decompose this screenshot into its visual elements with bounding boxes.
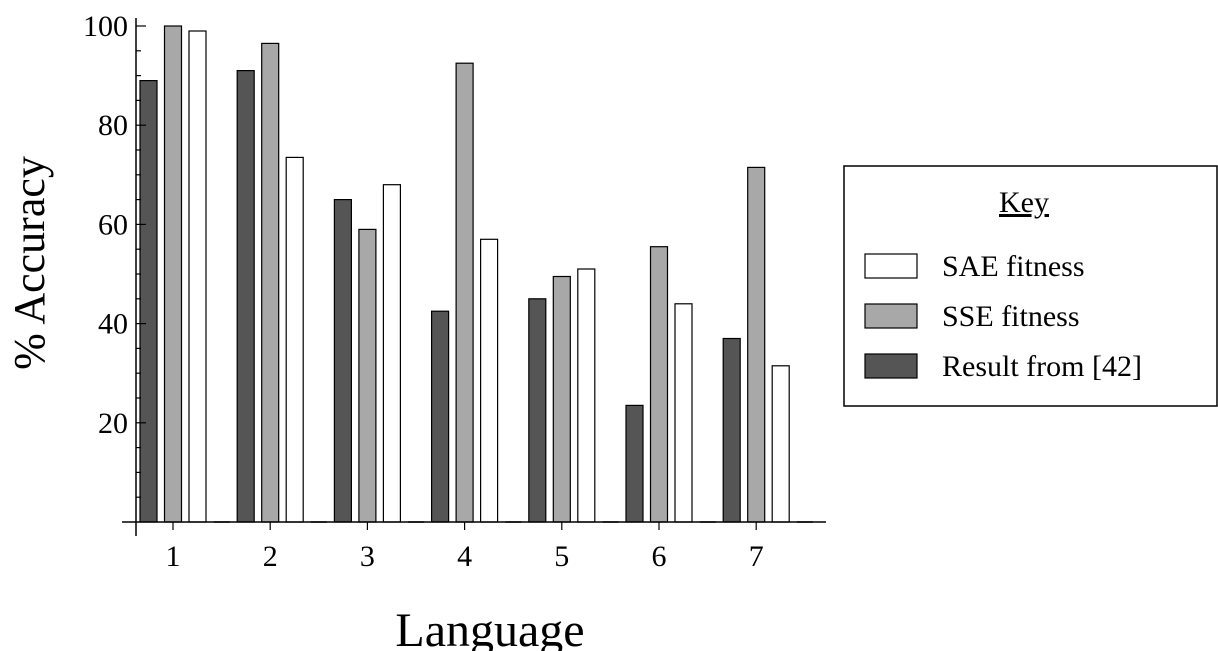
x-tick-label-6: 6 <box>652 540 667 573</box>
bar-result-from-42-6 <box>625 404 644 523</box>
bar-sae-fitness-3 <box>382 184 401 523</box>
bar-sae-fitness-5 <box>577 268 596 523</box>
ticks-layer: 1 2 3 4 5 6 7 20 40 60 80 100 <box>83 10 764 573</box>
bar-sse-fitness-2 <box>261 42 280 523</box>
legend-swatch-1 <box>864 253 918 279</box>
legend-label-1: SAE fitness <box>942 250 1085 283</box>
x-axis-title: Language <box>395 604 584 651</box>
legend-swatch-3 <box>864 353 918 379</box>
y-tick-label-40: 40 <box>98 308 128 341</box>
x-tick-label-7: 7 <box>749 540 764 573</box>
bar-sae-fitness-6 <box>674 303 693 523</box>
bar-sae-fitness-1 <box>188 30 207 523</box>
bar-sse-fitness-7 <box>747 166 766 523</box>
legend-title: Key <box>999 186 1049 219</box>
bar-sse-fitness-1 <box>163 25 183 523</box>
bar-sse-fitness-5 <box>552 275 571 523</box>
x-tick-label-2: 2 <box>263 540 278 573</box>
bar-sse-fitness-6 <box>649 246 669 523</box>
bar-sse-fitness-4 <box>455 62 474 523</box>
bars-layer <box>139 25 790 523</box>
y-tick-label-60: 60 <box>98 208 128 241</box>
bar-result-from-42-7 <box>722 337 741 523</box>
axes-layer <box>122 18 826 536</box>
y-axis-title: % Accuracy <box>5 156 54 370</box>
x-tick-label-1: 1 <box>166 540 181 573</box>
plot-area: 1 2 3 4 5 6 7 20 40 60 80 100 <box>83 10 826 573</box>
x-tick-label-3: 3 <box>360 540 375 573</box>
bar-sae-fitness-2 <box>285 156 304 523</box>
bar-sse-fitness-3 <box>358 228 377 523</box>
bar-result-from-42-1 <box>139 79 158 523</box>
x-tick-label-5: 5 <box>554 540 569 573</box>
y-tick-label-80: 80 <box>98 109 128 142</box>
bar-result-from-42-5 <box>528 298 547 523</box>
x-tick-label-4: 4 <box>457 540 472 573</box>
bar-result-from-42-2 <box>236 69 255 523</box>
bar-sae-fitness-7 <box>771 365 790 523</box>
legend-label-2: SSE fitness <box>942 300 1080 333</box>
bar-result-from-42-3 <box>333 199 352 523</box>
bar-sae-fitness-4 <box>480 238 499 523</box>
legend-swatch-2 <box>864 303 918 329</box>
legend-label-3: Result from [42] <box>942 350 1142 383</box>
y-tick-label-100: 100 <box>83 10 128 43</box>
legend: Key SAE fitness SSE fitness Result from [4… <box>843 165 1218 407</box>
bar-result-from-42-4 <box>431 310 450 523</box>
y-tick-label-20: 20 <box>98 407 128 440</box>
